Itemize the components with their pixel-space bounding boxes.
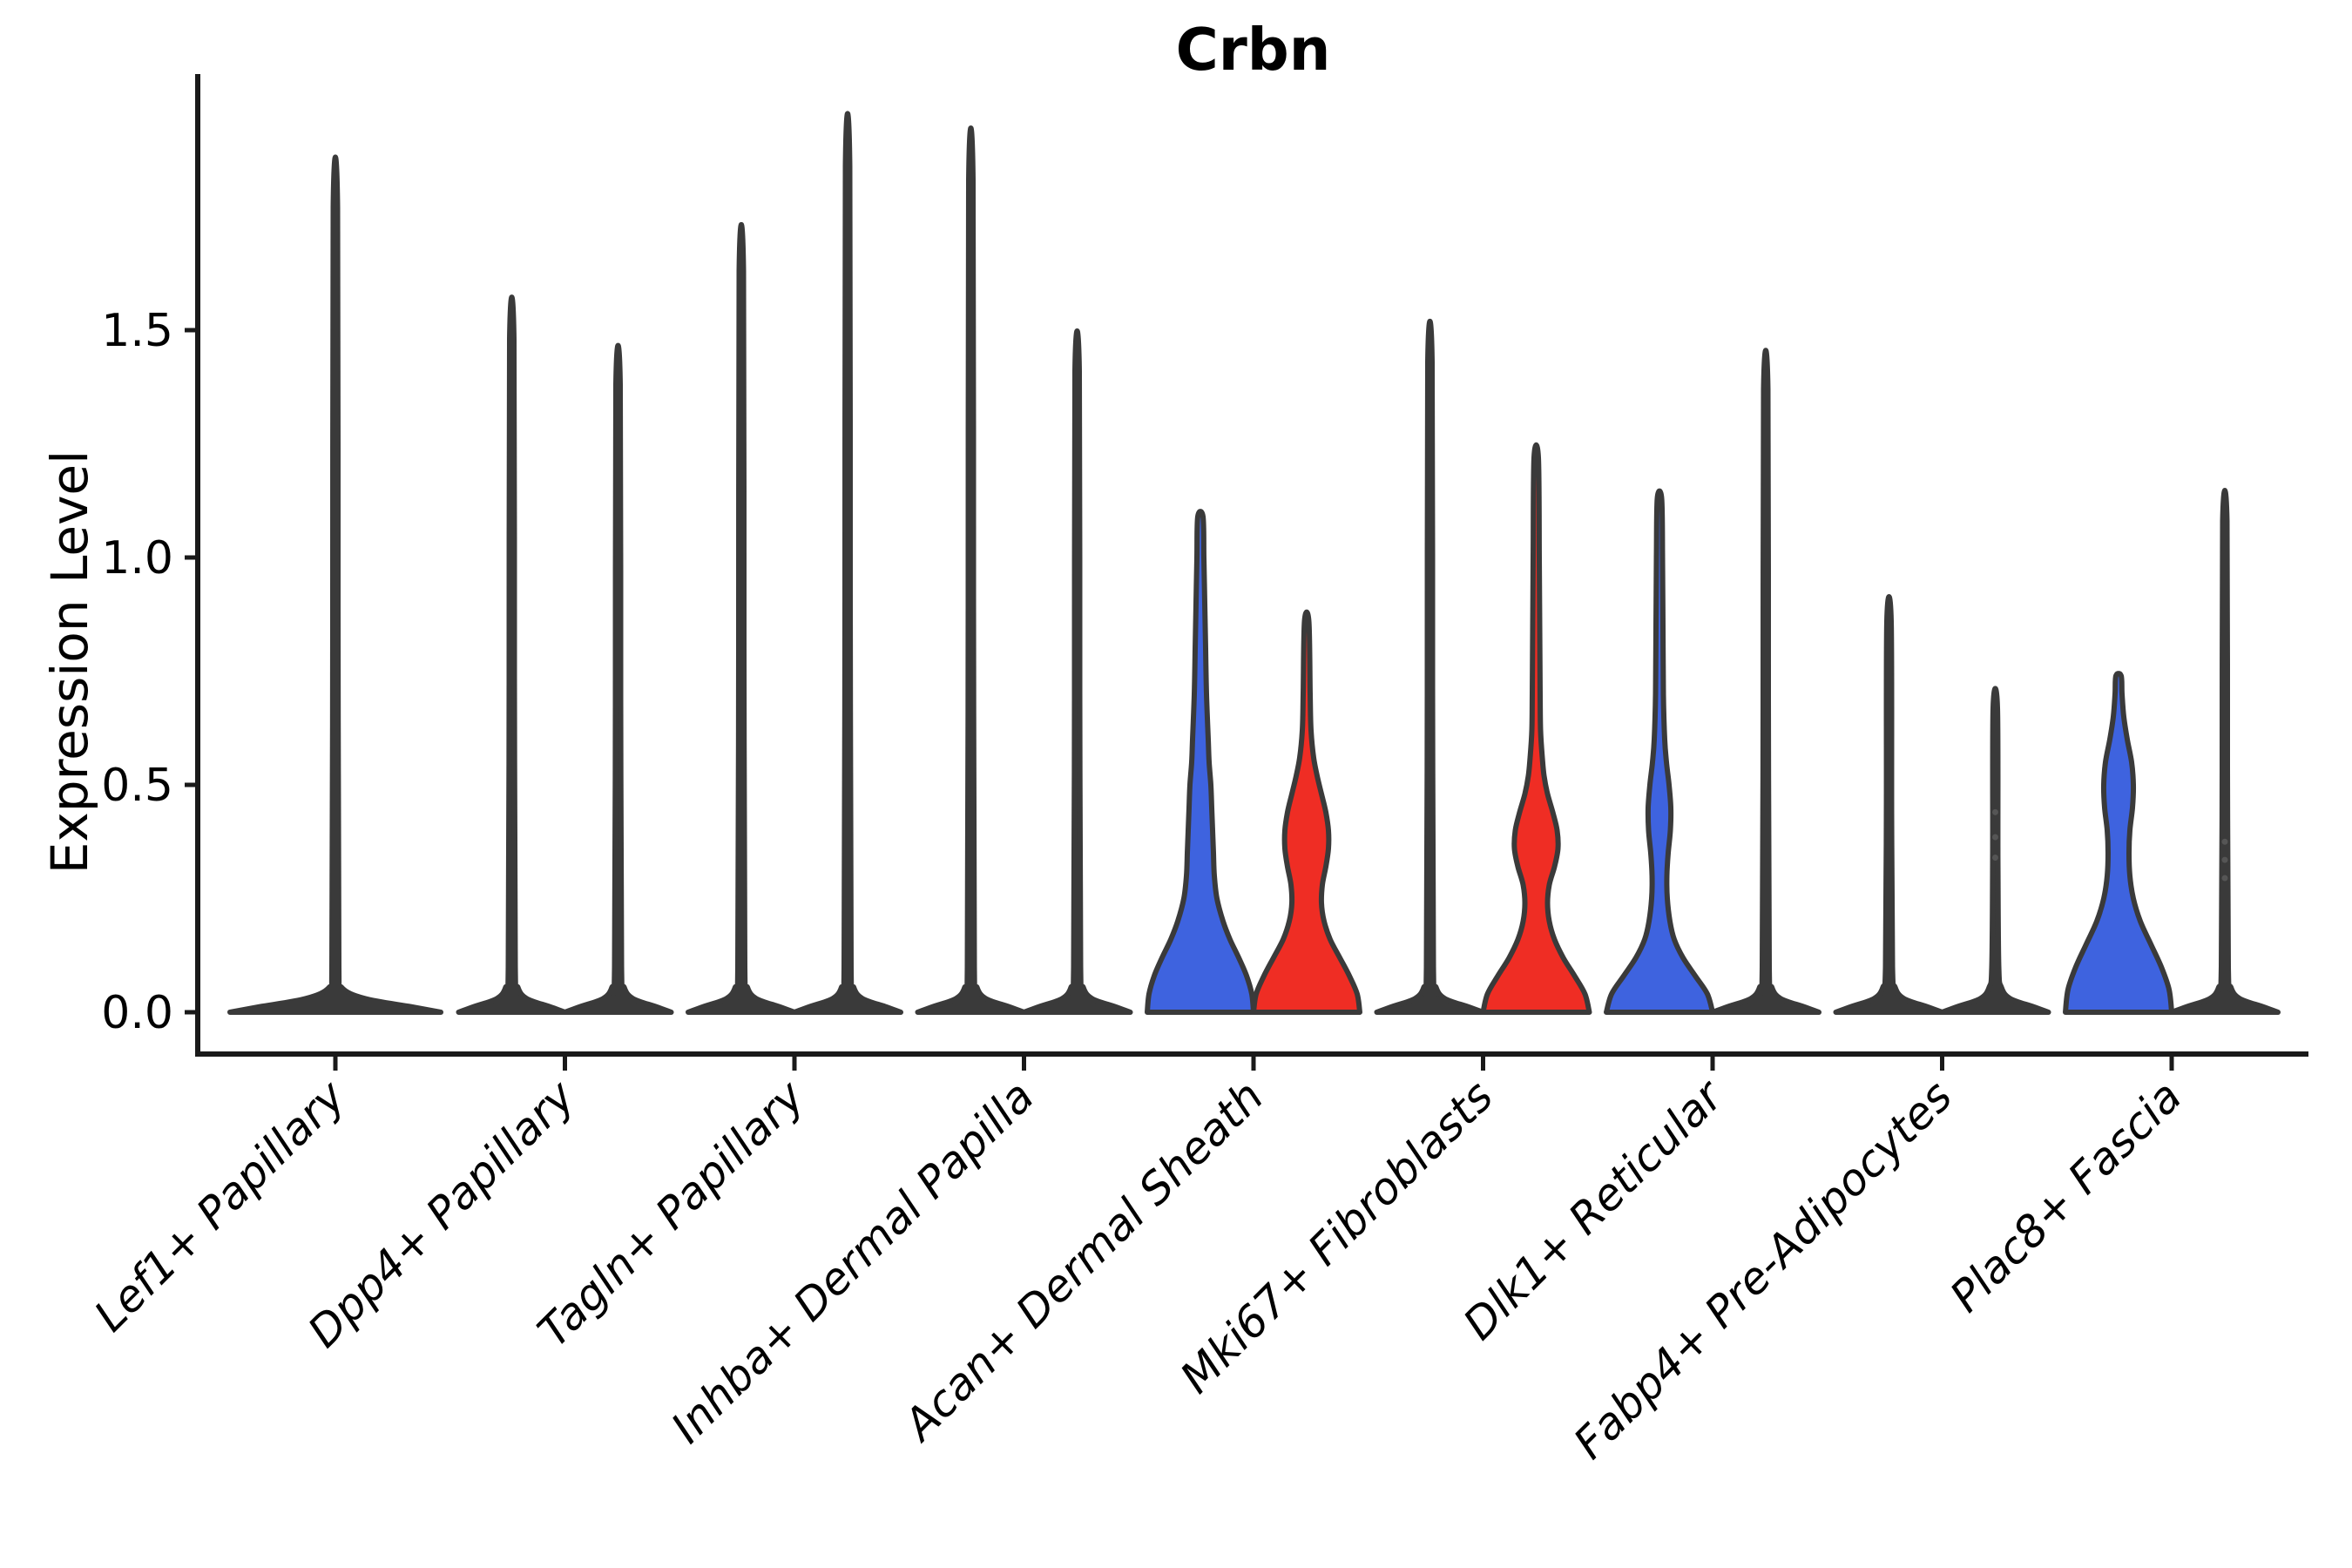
y-tick-label-0: 0.0	[101, 987, 173, 1039]
y-tick-label-3: 1.5	[101, 305, 173, 357]
violin-7-left	[1604, 488, 1715, 1015]
violin-3-left	[686, 222, 797, 1015]
violin-2-left	[456, 294, 568, 1015]
violin-6-right	[1480, 442, 1592, 1015]
violin-8-left	[1833, 594, 1945, 1015]
violin-9-left	[2063, 671, 2174, 1015]
violin-4-right	[1021, 328, 1133, 1015]
y-axis-label: Expression Level	[40, 449, 99, 875]
violin-3-right	[792, 111, 903, 1015]
x-tick-label-0: Lef1+ Papillary	[84, 1070, 355, 1341]
jitter-point-8-2	[1992, 834, 1998, 841]
violin-5-left	[1145, 509, 1256, 1015]
jitter-point-9-2	[2221, 856, 2228, 863]
x-tick-label-3: Inhba+ Dermal Papilla	[662, 1071, 1044, 1452]
jitter-point-8-1	[1992, 855, 1998, 862]
violin-1-center	[227, 154, 443, 1015]
violin-2-right	[562, 342, 674, 1015]
jitter-point-9-3	[2221, 838, 2228, 845]
y-tick-label-1: 0.5	[101, 760, 173, 812]
violin-4-left	[915, 125, 1027, 1015]
x-tick-label-8: Plac8+ Fascia	[1941, 1071, 2192, 1321]
violin-9-right	[2169, 488, 2281, 1015]
chart-title: Crbn	[1175, 16, 1331, 84]
violin-7-right	[1710, 348, 1821, 1015]
jitter-point-8-3	[1992, 808, 1998, 815]
y-tick-label-2: 1.0	[101, 532, 173, 585]
jitter-point-9-1	[2221, 875, 2228, 882]
violin-8-right	[1939, 686, 2051, 1015]
axes-spines	[195, 74, 2308, 1057]
x-tick-label-7: Fabp4+ Pre-Adipocytes	[1564, 1071, 1962, 1469]
violin-5-right	[1251, 609, 1362, 1015]
violin-6-left	[1374, 318, 1486, 1015]
